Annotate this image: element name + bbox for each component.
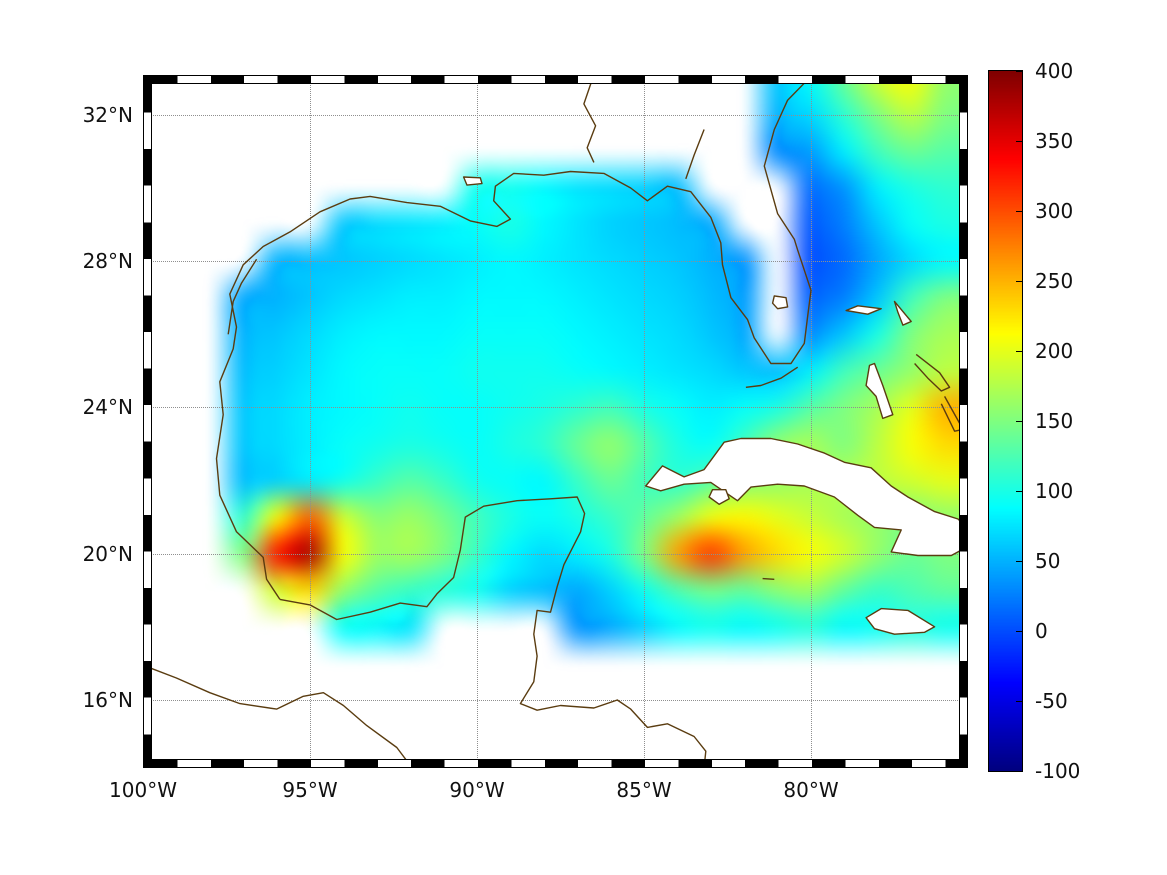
gridline-horizontal [143, 553, 968, 555]
colorbar-tick [1016, 421, 1023, 422]
texas-lagoon-coastline [227, 258, 258, 335]
us-gulf-east-coast-coastline [215, 75, 814, 600]
colorbar-tick-label: 50 [1035, 549, 1061, 573]
colorbar-tick-label: 200 [1035, 339, 1074, 363]
colorbar-tick-label: -50 [1035, 689, 1068, 713]
gridline-horizontal [143, 114, 968, 116]
colorbar-tick [1016, 701, 1023, 702]
pacific-coast-coastline [143, 664, 413, 768]
gridline-horizontal [143, 261, 968, 263]
colorbar-tick [1016, 631, 1023, 632]
colorbar-tick [1016, 561, 1023, 562]
colorbar-tick [1016, 211, 1023, 212]
florida-keys-coastline [745, 366, 799, 388]
gridline-horizontal [143, 699, 968, 701]
coastline-layer [143, 75, 968, 768]
jamaica-coastline [865, 607, 936, 635]
lake-pontchartrain-coastline [462, 176, 483, 186]
andros-coastline [865, 362, 894, 420]
gridline-vertical [310, 75, 311, 768]
colorbar-tick-label: 350 [1035, 129, 1074, 153]
map-frame-top [143, 75, 968, 84]
colorbar-tick-label: -100 [1035, 759, 1081, 783]
map-frame-right [959, 75, 968, 768]
colorbar-tick-label: 250 [1035, 269, 1074, 293]
y-tick-label: 16°N [82, 687, 133, 712]
colorbar-tick [1016, 281, 1023, 282]
x-tick-label: 90°W [449, 778, 505, 802]
long-island-coastline [940, 396, 964, 432]
colorbar-tick [1016, 351, 1023, 352]
map-frame-bottom [143, 759, 968, 768]
gridline-vertical [644, 75, 645, 768]
map-plot [143, 75, 968, 768]
colorbar-tick-label: 400 [1035, 59, 1074, 83]
suwannee-river-coastline [685, 129, 705, 180]
y-tick-label: 24°N [82, 395, 133, 420]
colorbar-tick-label: 300 [1035, 199, 1074, 223]
colorbar-tick-label: 0 [1035, 619, 1048, 643]
lake-okeechobee-coastline [771, 295, 789, 310]
y-tick-label: 20°N [82, 541, 133, 566]
map-frame-left [143, 75, 152, 768]
mexico-centam-coast-coastline [279, 496, 707, 768]
colorbar-tick-label: 150 [1035, 409, 1074, 433]
cayman-coastline [762, 577, 775, 580]
colorbar-tick [1016, 491, 1023, 492]
cuba-coastline [645, 437, 968, 557]
grid-layer [143, 75, 968, 768]
gridline-horizontal [143, 407, 968, 409]
colorbar-tick [1016, 771, 1023, 772]
abaco-coastline [893, 300, 912, 326]
grand-bahama-coastline [845, 305, 882, 315]
gridline-vertical [811, 75, 813, 768]
colorbar-tick-label: 100 [1035, 479, 1074, 503]
heatmap-canvas [143, 75, 968, 768]
isla-juventud-coastline [708, 489, 730, 505]
colorbar-tick [1016, 141, 1023, 142]
x-tick-label: 80°W [783, 778, 839, 802]
alabama-river-coastline [583, 75, 597, 163]
x-tick-label: 85°W [616, 778, 672, 802]
x-tick-label: 100°W [109, 778, 177, 802]
colorbar-tick [1016, 71, 1023, 72]
eleuthera-exuma-coastline [914, 353, 951, 392]
x-tick-label: 95°W [282, 778, 338, 802]
y-tick-label: 28°N [82, 249, 133, 274]
y-tick-label: 32°N [82, 102, 133, 127]
gridline-vertical [477, 75, 478, 768]
